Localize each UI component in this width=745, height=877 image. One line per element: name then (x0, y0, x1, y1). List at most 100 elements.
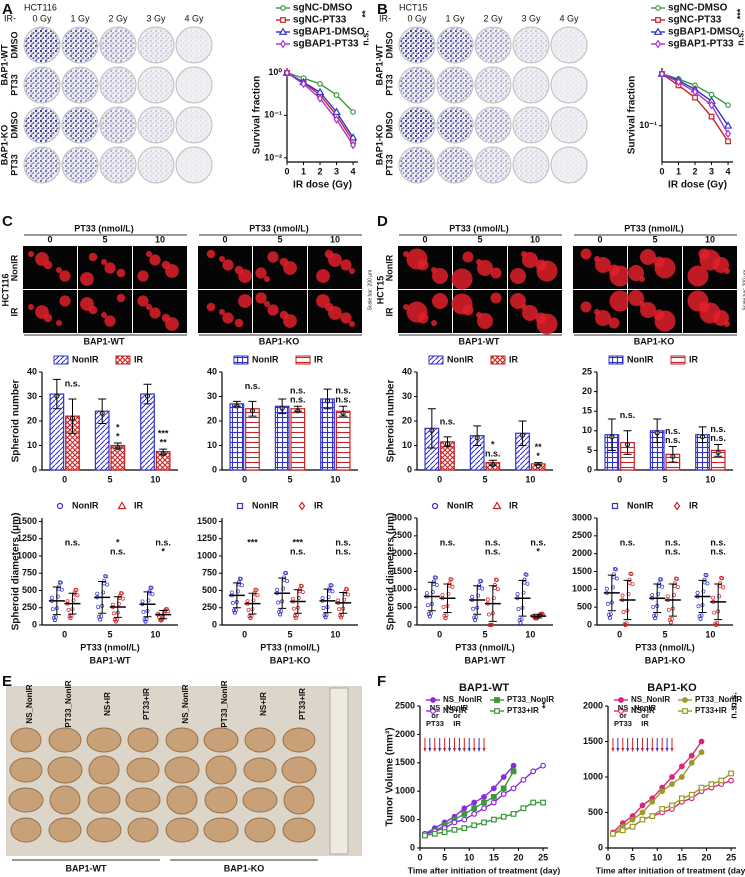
error-bar (623, 579, 632, 621)
legend-label: NS+IR (631, 706, 655, 715)
spheroid (80, 297, 94, 311)
significance: n.s. (620, 410, 636, 420)
error-bar (278, 398, 287, 415)
data-point (688, 791, 695, 798)
jitter-dot (66, 607, 71, 612)
jitter-dot (719, 575, 724, 580)
significance: n.s. (530, 537, 546, 547)
arrow-head (631, 748, 635, 752)
legend-marker (611, 502, 619, 510)
group-label: BAP1-WT (66, 863, 107, 873)
data-point (649, 798, 656, 805)
jitter-dot (245, 599, 250, 604)
treatment-label: PT33+IR (298, 688, 307, 720)
jitter-dot (235, 589, 240, 594)
y-tick-label: 1250 (197, 533, 217, 543)
y-tick-label: 5 (587, 445, 592, 455)
y-tick-label: 1500 (572, 566, 592, 576)
legend-marker (653, 27, 663, 35)
data-point (431, 830, 438, 837)
dosing-label: or (431, 711, 439, 720)
data-point (649, 813, 656, 819)
x-tick-label: 10 (464, 852, 474, 862)
legend-marker (655, 17, 661, 23)
dose-label: 2 Gy (483, 13, 503, 23)
jitter-dot (49, 595, 54, 600)
legend-marker (117, 501, 127, 510)
data-point (698, 738, 705, 745)
spheroid (161, 313, 171, 323)
x-tick-label: 10 (705, 629, 715, 639)
tumor (9, 757, 43, 783)
colonies (400, 108, 434, 142)
spheroid (653, 256, 665, 268)
group-label: BAP1-KO (224, 863, 265, 873)
spheroid (608, 264, 620, 276)
jitter-dot (71, 598, 76, 603)
x-tick-label: 0 (617, 629, 622, 639)
legend-label: PT33_NonIR (507, 695, 554, 704)
arrow-head (472, 748, 476, 752)
treatment-label: DMSO (9, 32, 19, 59)
jitter-dot (698, 616, 703, 621)
colonies (476, 28, 510, 62)
error-bar (443, 436, 452, 448)
data-point (350, 109, 356, 115)
dose-label: 0 (422, 234, 427, 244)
spheroid-image (23, 290, 77, 333)
dosing-label: NS (430, 703, 440, 712)
data-point (333, 92, 340, 98)
data-point (540, 762, 546, 769)
jitter-dot (604, 586, 609, 591)
x-tick-label: 25 (538, 852, 548, 862)
jitter-dot (446, 591, 451, 596)
jitter-dot (99, 614, 104, 619)
panel-letter: B (377, 1, 388, 18)
legend-marker (431, 502, 439, 510)
panel-letter: C (2, 213, 13, 230)
jitter-dot (323, 615, 328, 620)
data-point (619, 827, 626, 834)
legend-label: NonIR (447, 354, 474, 364)
significance: * (116, 431, 120, 441)
spheroid (594, 309, 600, 315)
x-tick-label: 0 (62, 629, 67, 639)
arrow-head (482, 748, 486, 752)
jitter-dot (432, 575, 437, 580)
dose-label: 0 (597, 234, 602, 244)
y-tick-label: 750 (22, 568, 37, 578)
group-label: BAP1-KO (0, 125, 9, 166)
error-bar (159, 448, 168, 455)
scale-bar: Scale bar: 200 μm (367, 270, 373, 311)
spheroid (146, 251, 152, 257)
spheroid (149, 307, 161, 319)
x-tick-label: 20 (513, 852, 523, 862)
y-tick-label: 10⁰ (268, 67, 282, 77)
treatment-label: PT33_NonIR (64, 680, 73, 727)
jitter-dot (658, 577, 663, 582)
error-bar (653, 583, 662, 614)
legend-label: PT33+IR (695, 706, 727, 715)
data-point (728, 770, 734, 777)
treatment-label: DMSO (384, 112, 394, 139)
data-point (629, 823, 636, 830)
spheroid (462, 251, 474, 263)
error-bar (623, 430, 632, 455)
legend-label: NonIR (72, 500, 99, 510)
jitter-dot (715, 620, 720, 625)
colonies (177, 148, 211, 182)
significance: n.s. (440, 537, 456, 547)
significance: * (116, 537, 120, 547)
data-point (500, 785, 507, 792)
error-bar (159, 610, 168, 620)
treatment-label: PT33 (384, 74, 394, 96)
x-tick-label: 15 (677, 852, 687, 862)
legend-label: NonIR (627, 354, 654, 364)
dosing-label: IR (641, 719, 649, 728)
legend-label: sgBAP1-PT33 (293, 39, 359, 50)
error-bar (473, 425, 482, 446)
cell-line: HCT116 (24, 2, 57, 12)
jitter-dot (56, 586, 61, 591)
error-bar (52, 586, 61, 616)
colonies (514, 28, 548, 62)
